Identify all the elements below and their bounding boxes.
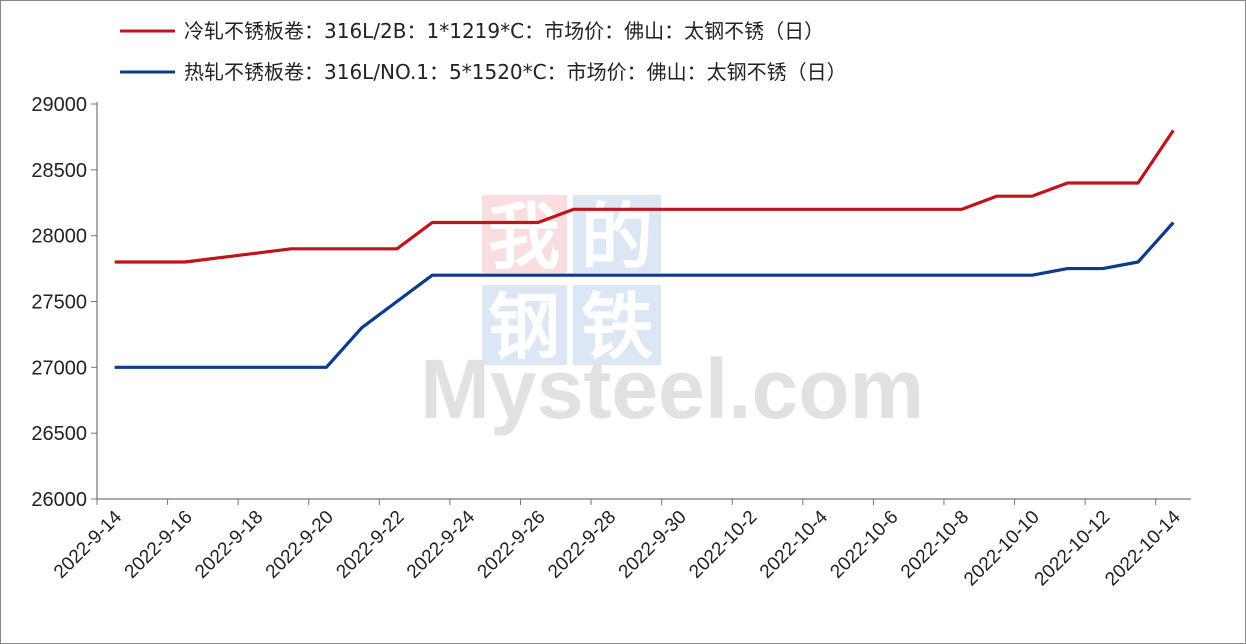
y-tick-label: 27000: [31, 357, 87, 379]
x-tick-label: 2022-10-8: [897, 507, 973, 583]
series-line-cold-rolled: [114, 129, 1175, 264]
x-tick-label: 2022-9-20: [262, 507, 338, 583]
x-tick-label: 2022-9-30: [615, 507, 691, 583]
x-tick-label: 2022-9-24: [403, 506, 479, 582]
watermark-text: Mysteel.com: [420, 342, 924, 436]
legend: 冷轧不锈板卷：316L/2B：1*1219*C：市场价：佛山：太钢不锈（日） 热…: [120, 19, 847, 84]
watermark-tile: [573, 285, 661, 365]
y-tick-label: 26500: [31, 423, 87, 445]
x-tick-label: 2022-10-12: [1031, 507, 1115, 591]
x-tick-label: 2022-10-4: [756, 506, 832, 582]
x-tick-label: 2022-10-2: [685, 507, 761, 583]
x-tick-label: 2022-10-10: [960, 507, 1044, 591]
legend-label-cold-rolled: 冷轧不锈板卷：316L/2B：1*1219*C：市场价：佛山：太钢不锈（日）: [184, 19, 824, 43]
y-tick-label: 26000: [31, 489, 87, 511]
watermark-char: 钢: [488, 288, 560, 368]
legend-label-hot-rolled: 热轧不锈板卷：316L/NO.1：5*1520*C：市场价：佛山：太钢不锈（日）: [184, 60, 847, 84]
x-tick-label: 2022-10-14: [1101, 506, 1185, 590]
watermark-char: 铁: [581, 288, 653, 368]
watermark-char: 的: [581, 198, 653, 278]
watermark-tile: [482, 285, 567, 365]
y-tick-label: 28500: [31, 160, 87, 182]
x-tick-label: 2022-9-28: [544, 507, 620, 583]
x-tick-label: 2022-9-18: [191, 507, 267, 583]
watermark-tile: [482, 195, 567, 273]
watermark-char: 我: [488, 198, 560, 278]
y-tick-label: 29000: [31, 94, 87, 116]
series-line-hot-rolled: [114, 221, 1175, 369]
x-tick-label: 2022-9-16: [121, 507, 197, 583]
y-tick-label: 27500: [31, 292, 87, 314]
x-tick-label: 2022-10-6: [826, 507, 902, 583]
y-tick-label: 28000: [31, 226, 87, 248]
x-tick-label: 2022-9-26: [474, 507, 550, 583]
x-tick-label: 2022-9-14: [50, 506, 126, 582]
x-tick-label: 2022-9-22: [332, 507, 408, 583]
mysteel-watermark: 我 的 钢 铁 Mysteel.com: [420, 195, 924, 436]
